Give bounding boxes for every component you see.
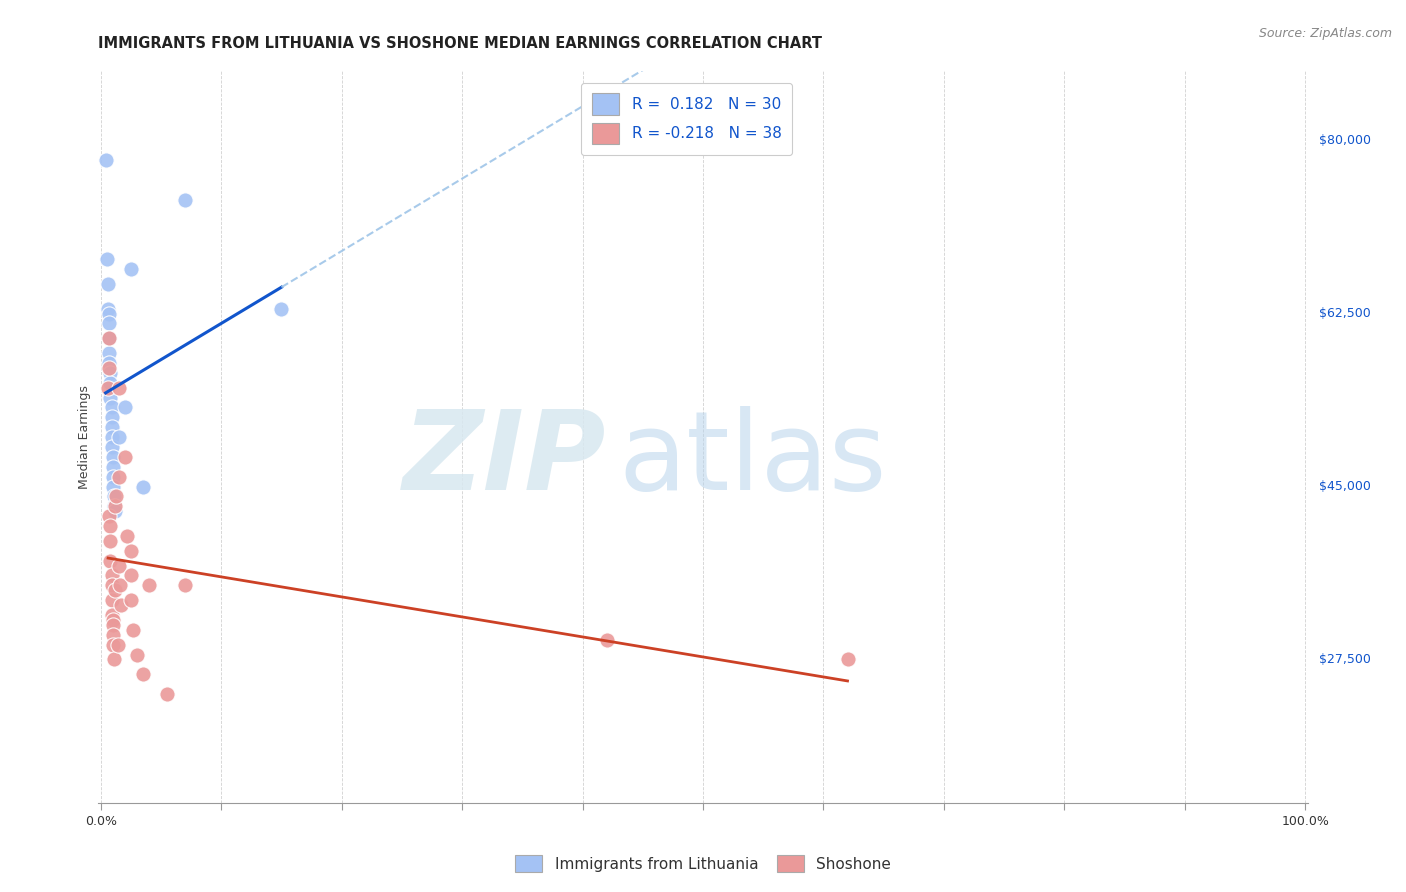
Point bbox=[125, 648, 148, 662]
Point bbox=[98, 360, 121, 375]
Point bbox=[156, 687, 179, 701]
Point bbox=[100, 519, 122, 533]
Point bbox=[100, 391, 122, 405]
Point bbox=[97, 277, 120, 291]
Point bbox=[103, 500, 125, 514]
Point bbox=[100, 410, 122, 425]
Point bbox=[108, 469, 131, 483]
Point bbox=[108, 381, 131, 395]
Point bbox=[97, 301, 120, 316]
Point bbox=[100, 578, 122, 592]
Point bbox=[117, 529, 139, 543]
Point bbox=[98, 331, 121, 345]
Point bbox=[101, 459, 124, 474]
Point bbox=[270, 301, 292, 316]
Point bbox=[174, 193, 197, 207]
Point bbox=[110, 598, 132, 612]
Point bbox=[100, 533, 122, 548]
Legend: R =  0.182   N = 30, R = -0.218   N = 38: R = 0.182 N = 30, R = -0.218 N = 38 bbox=[581, 83, 792, 155]
Point bbox=[100, 376, 122, 390]
Point bbox=[108, 578, 131, 592]
Point bbox=[120, 568, 142, 582]
Point bbox=[97, 381, 120, 395]
Point bbox=[100, 607, 122, 622]
Point bbox=[94, 153, 117, 168]
Point bbox=[114, 450, 136, 464]
Point bbox=[100, 440, 122, 454]
Point bbox=[101, 618, 124, 632]
Point bbox=[100, 593, 122, 607]
Point bbox=[108, 430, 131, 444]
Point bbox=[100, 366, 122, 380]
Point bbox=[98, 509, 121, 524]
Point bbox=[120, 543, 142, 558]
Point bbox=[98, 356, 121, 370]
Point bbox=[98, 346, 121, 360]
Point bbox=[132, 667, 155, 681]
Point bbox=[101, 450, 124, 464]
Text: $27,500: $27,500 bbox=[1319, 653, 1371, 666]
Legend: Immigrants from Lithuania, Shoshone: Immigrants from Lithuania, Shoshone bbox=[508, 847, 898, 880]
Point bbox=[174, 578, 197, 592]
Text: $62,500: $62,500 bbox=[1319, 307, 1371, 320]
Point bbox=[138, 578, 160, 592]
Point bbox=[100, 430, 122, 444]
Text: $80,000: $80,000 bbox=[1319, 134, 1371, 147]
Point bbox=[120, 262, 142, 277]
Point bbox=[108, 558, 131, 573]
Point bbox=[114, 401, 136, 415]
Point bbox=[105, 489, 128, 503]
Point bbox=[104, 500, 127, 514]
Point bbox=[100, 568, 122, 582]
Point bbox=[120, 593, 142, 607]
Point bbox=[103, 489, 125, 503]
Text: Source: ZipAtlas.com: Source: ZipAtlas.com bbox=[1258, 27, 1392, 40]
Point bbox=[98, 306, 121, 320]
Y-axis label: Median Earnings: Median Earnings bbox=[79, 385, 91, 489]
Point bbox=[103, 652, 125, 666]
Point bbox=[122, 623, 145, 637]
Text: $45,000: $45,000 bbox=[1319, 480, 1371, 493]
Point bbox=[132, 479, 155, 493]
Point bbox=[98, 331, 121, 345]
Point bbox=[98, 317, 121, 331]
Point bbox=[96, 252, 118, 267]
Point bbox=[595, 632, 617, 647]
Point bbox=[100, 401, 122, 415]
Point bbox=[107, 638, 129, 652]
Point bbox=[837, 652, 859, 666]
Point bbox=[100, 420, 122, 434]
Point bbox=[101, 638, 124, 652]
Text: atlas: atlas bbox=[619, 406, 887, 513]
Point bbox=[101, 469, 124, 483]
Text: IMMIGRANTS FROM LITHUANIA VS SHOSHONE MEDIAN EARNINGS CORRELATION CHART: IMMIGRANTS FROM LITHUANIA VS SHOSHONE ME… bbox=[98, 36, 823, 51]
Point bbox=[101, 613, 124, 627]
Point bbox=[104, 504, 127, 518]
Point bbox=[100, 554, 122, 568]
Point bbox=[101, 628, 124, 642]
Text: ZIP: ZIP bbox=[402, 406, 606, 513]
Point bbox=[101, 479, 124, 493]
Point bbox=[104, 583, 127, 598]
